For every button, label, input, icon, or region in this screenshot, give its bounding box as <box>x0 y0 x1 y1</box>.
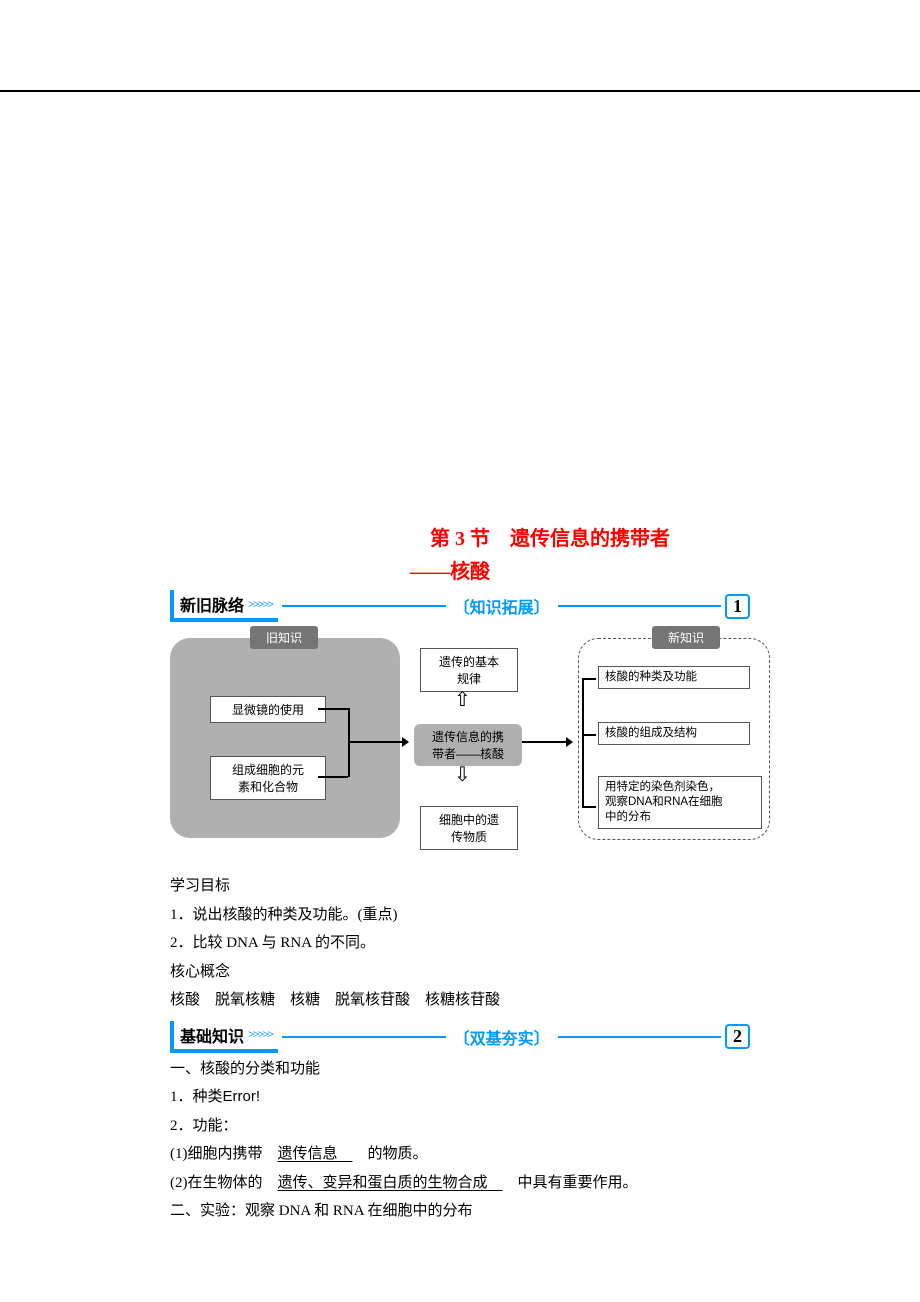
section-mid-1: 〔知识拓展〕 <box>450 594 554 618</box>
connector-line <box>582 678 584 806</box>
section-mid-2: 〔双基夯实〕 <box>450 1025 554 1049</box>
old-item-2: 组成细胞的元 素和化合物 <box>210 756 326 800</box>
section-num-1: 1 <box>725 594 750 619</box>
connector-line <box>318 708 348 710</box>
center-box: 遗传信息的携 带者——核酸 <box>414 724 522 766</box>
hollow-arrow-down-icon <box>456 766 468 784</box>
top-box: 遗传的基本 规律 <box>420 648 518 692</box>
body-l4: (2)在生物体的 遗传、变异和蛋白质的生物合成 中具有重要作用。 <box>170 1169 750 1198</box>
chevron-icon: >>>>> <box>248 1027 272 1042</box>
section-num-2: 2 <box>725 1024 750 1049</box>
goals-heading: 学习目标 <box>170 872 750 901</box>
goal-1: 1．说出核酸的种类及功能。(重点) <box>170 901 750 930</box>
body-l1a: 1．种类 <box>170 1089 223 1105</box>
connector-line <box>318 776 348 778</box>
connector-line <box>582 678 596 680</box>
new-item-3: 用特定的染色剂染色， 观察DNA和RNA在细胞 中的分布 <box>598 776 762 829</box>
connector-line <box>582 806 596 808</box>
chapter-title-line1: 第 3 节 遗传信息的携带者 <box>350 522 750 551</box>
body-l3: (1)细胞内携带 遗传信息 的物质。 <box>170 1140 750 1169</box>
hollow-arrow-up-icon <box>456 691 468 709</box>
body-l4c: 中具有重要作用。 <box>503 1175 638 1191</box>
arrow-right-icon <box>348 741 408 743</box>
new-knowledge-label: 新知识 <box>652 626 720 649</box>
old-knowledge-block <box>170 638 400 838</box>
old-knowledge-label: 旧知识 <box>250 626 318 649</box>
body-l2: 2．功能： <box>170 1112 750 1141</box>
bottom-box: 细胞中的遗 传物质 <box>420 806 518 850</box>
section-line <box>282 1036 445 1038</box>
goal-2: 2．比较 DNA 与 RNA 的不同。 <box>170 929 750 958</box>
new-item-2: 核酸的组成及结构 <box>598 722 750 745</box>
section-tag-2: 基础知识 >>>>> <box>170 1021 278 1053</box>
body-l1: 1．种类Error! <box>170 1083 750 1112</box>
connector-line <box>582 734 596 736</box>
error-text: Error! <box>223 1088 261 1105</box>
section-line <box>558 1036 721 1038</box>
core-heading: 核心概念 <box>170 958 750 987</box>
body-l3a: (1)细胞内携带 <box>170 1146 278 1162</box>
section-line <box>282 605 445 607</box>
old-item-1: 显微镜的使用 <box>210 696 326 723</box>
section-tag-1: 新旧脉络 >>>>> <box>170 590 278 622</box>
chapter-title-line2: ——核酸 <box>410 555 750 584</box>
page: 第 3 节 遗传信息的携带者 ——核酸 新旧脉络 >>>>> 〔知识拓展〕 1 … <box>0 90 920 1286</box>
new-item-1: 核酸的种类及功能 <box>598 666 750 689</box>
body-l4a: (2)在生物体的 <box>170 1175 278 1191</box>
body-h2: 二、实验：观察 DNA 和 RNA 在细胞中的分布 <box>170 1197 750 1226</box>
body-l3c: 的物质。 <box>353 1146 428 1162</box>
section-tag-2-text: 基础知识 <box>180 1023 244 1047</box>
core-text: 核酸 脱氧核糖 核糖 脱氧核苷酸 核糖核苷酸 <box>170 986 750 1015</box>
chevron-icon: >>>>> <box>248 597 272 612</box>
body-l3b: 遗传信息 <box>278 1146 353 1162</box>
section-bar-2: 基础知识 >>>>> 〔双基夯实〕 2 <box>170 1023 750 1051</box>
concept-diagram: 旧知识 显微镜的使用 组成细胞的元 素和化合物 遗传的基本 规律 遗传信息的携 … <box>170 626 770 866</box>
connector-line <box>348 708 350 777</box>
body-h1: 一、核酸的分类和功能 <box>170 1055 750 1084</box>
section-tag-1-text: 新旧脉络 <box>180 592 244 616</box>
arrow-right-icon <box>522 741 572 743</box>
section-bar-1: 新旧脉络 >>>>> 〔知识拓展〕 1 <box>170 592 750 620</box>
section-line <box>558 605 721 607</box>
body-l4b: 遗传、变异和蛋白质的生物合成 <box>278 1175 503 1191</box>
